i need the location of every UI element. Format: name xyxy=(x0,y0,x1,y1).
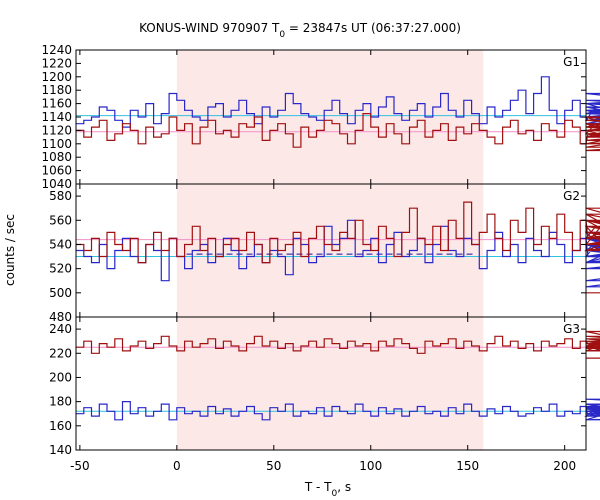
y-tick-label: 1240 xyxy=(41,43,72,57)
panel-label-g3: G3 xyxy=(563,322,580,336)
x-tick-label: 200 xyxy=(553,459,576,473)
chart-title: KONUS-WIND 970907 T0 = 23847s UT (06:37:… xyxy=(139,21,461,40)
panel-frame xyxy=(75,316,587,451)
y-tick-label: 500 xyxy=(49,286,72,300)
y-tick-label: 1180 xyxy=(41,83,72,97)
text-layer: KONUS-WIND 970907 T0 = 23847s UT (06:37:… xyxy=(3,21,461,499)
y-tick-label: 1040 xyxy=(41,177,72,191)
y-tick-label: 220 xyxy=(49,346,72,360)
y-tick-label: 200 xyxy=(49,370,72,384)
y-tick-label: 560 xyxy=(49,213,72,227)
x-tick-label: 150 xyxy=(456,459,479,473)
y-tick-label: 1120 xyxy=(41,123,72,137)
series-blue-line xyxy=(76,219,600,288)
x-tick-label: 50 xyxy=(266,459,281,473)
y-tick-label: 240 xyxy=(49,322,72,336)
panel-label-g1: G1 xyxy=(563,55,580,69)
panel-g3 xyxy=(76,330,600,421)
y-tick-label: 160 xyxy=(49,419,72,433)
y-axis-title: counts / sec xyxy=(3,214,17,286)
y-tick-label: 1200 xyxy=(41,70,72,84)
frame-layer: 1040106010801100112011401160118012001220… xyxy=(41,43,587,473)
y-tick-label: 140 xyxy=(49,443,72,457)
y-tick-label: 480 xyxy=(49,310,72,324)
y-tick-label: 580 xyxy=(49,189,72,203)
panel-label-g2: G2 xyxy=(563,189,580,203)
x-tick-label: -50 xyxy=(70,459,90,473)
y-tick-label: 520 xyxy=(49,262,72,276)
x-tick-label: 0 xyxy=(173,459,181,473)
y-tick-label: 1100 xyxy=(41,137,72,151)
y-tick-label: 1220 xyxy=(41,56,72,70)
y-tick-label: 180 xyxy=(49,395,72,409)
y-tick-label: 1160 xyxy=(41,97,72,111)
series-red-line xyxy=(76,330,600,359)
y-tick-label: 1080 xyxy=(41,150,72,164)
y-tick-label: 1060 xyxy=(41,164,72,178)
x-axis-title: T - T0, s xyxy=(304,480,351,499)
series-blue-line xyxy=(76,398,600,421)
y-tick-label: 540 xyxy=(49,237,72,251)
y-tick-label: 1140 xyxy=(41,110,72,124)
x-tick-label: 100 xyxy=(359,459,382,473)
